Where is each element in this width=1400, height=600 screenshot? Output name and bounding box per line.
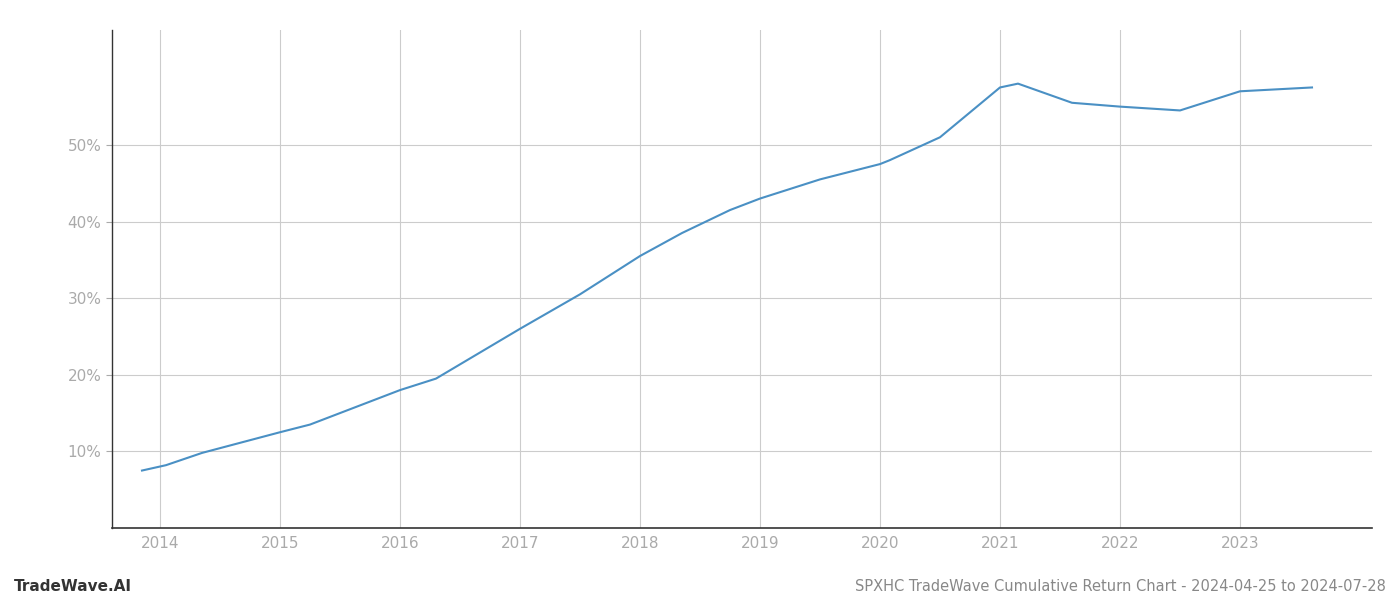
Text: SPXHC TradeWave Cumulative Return Chart - 2024-04-25 to 2024-07-28: SPXHC TradeWave Cumulative Return Chart … (855, 579, 1386, 594)
Text: TradeWave.AI: TradeWave.AI (14, 579, 132, 594)
